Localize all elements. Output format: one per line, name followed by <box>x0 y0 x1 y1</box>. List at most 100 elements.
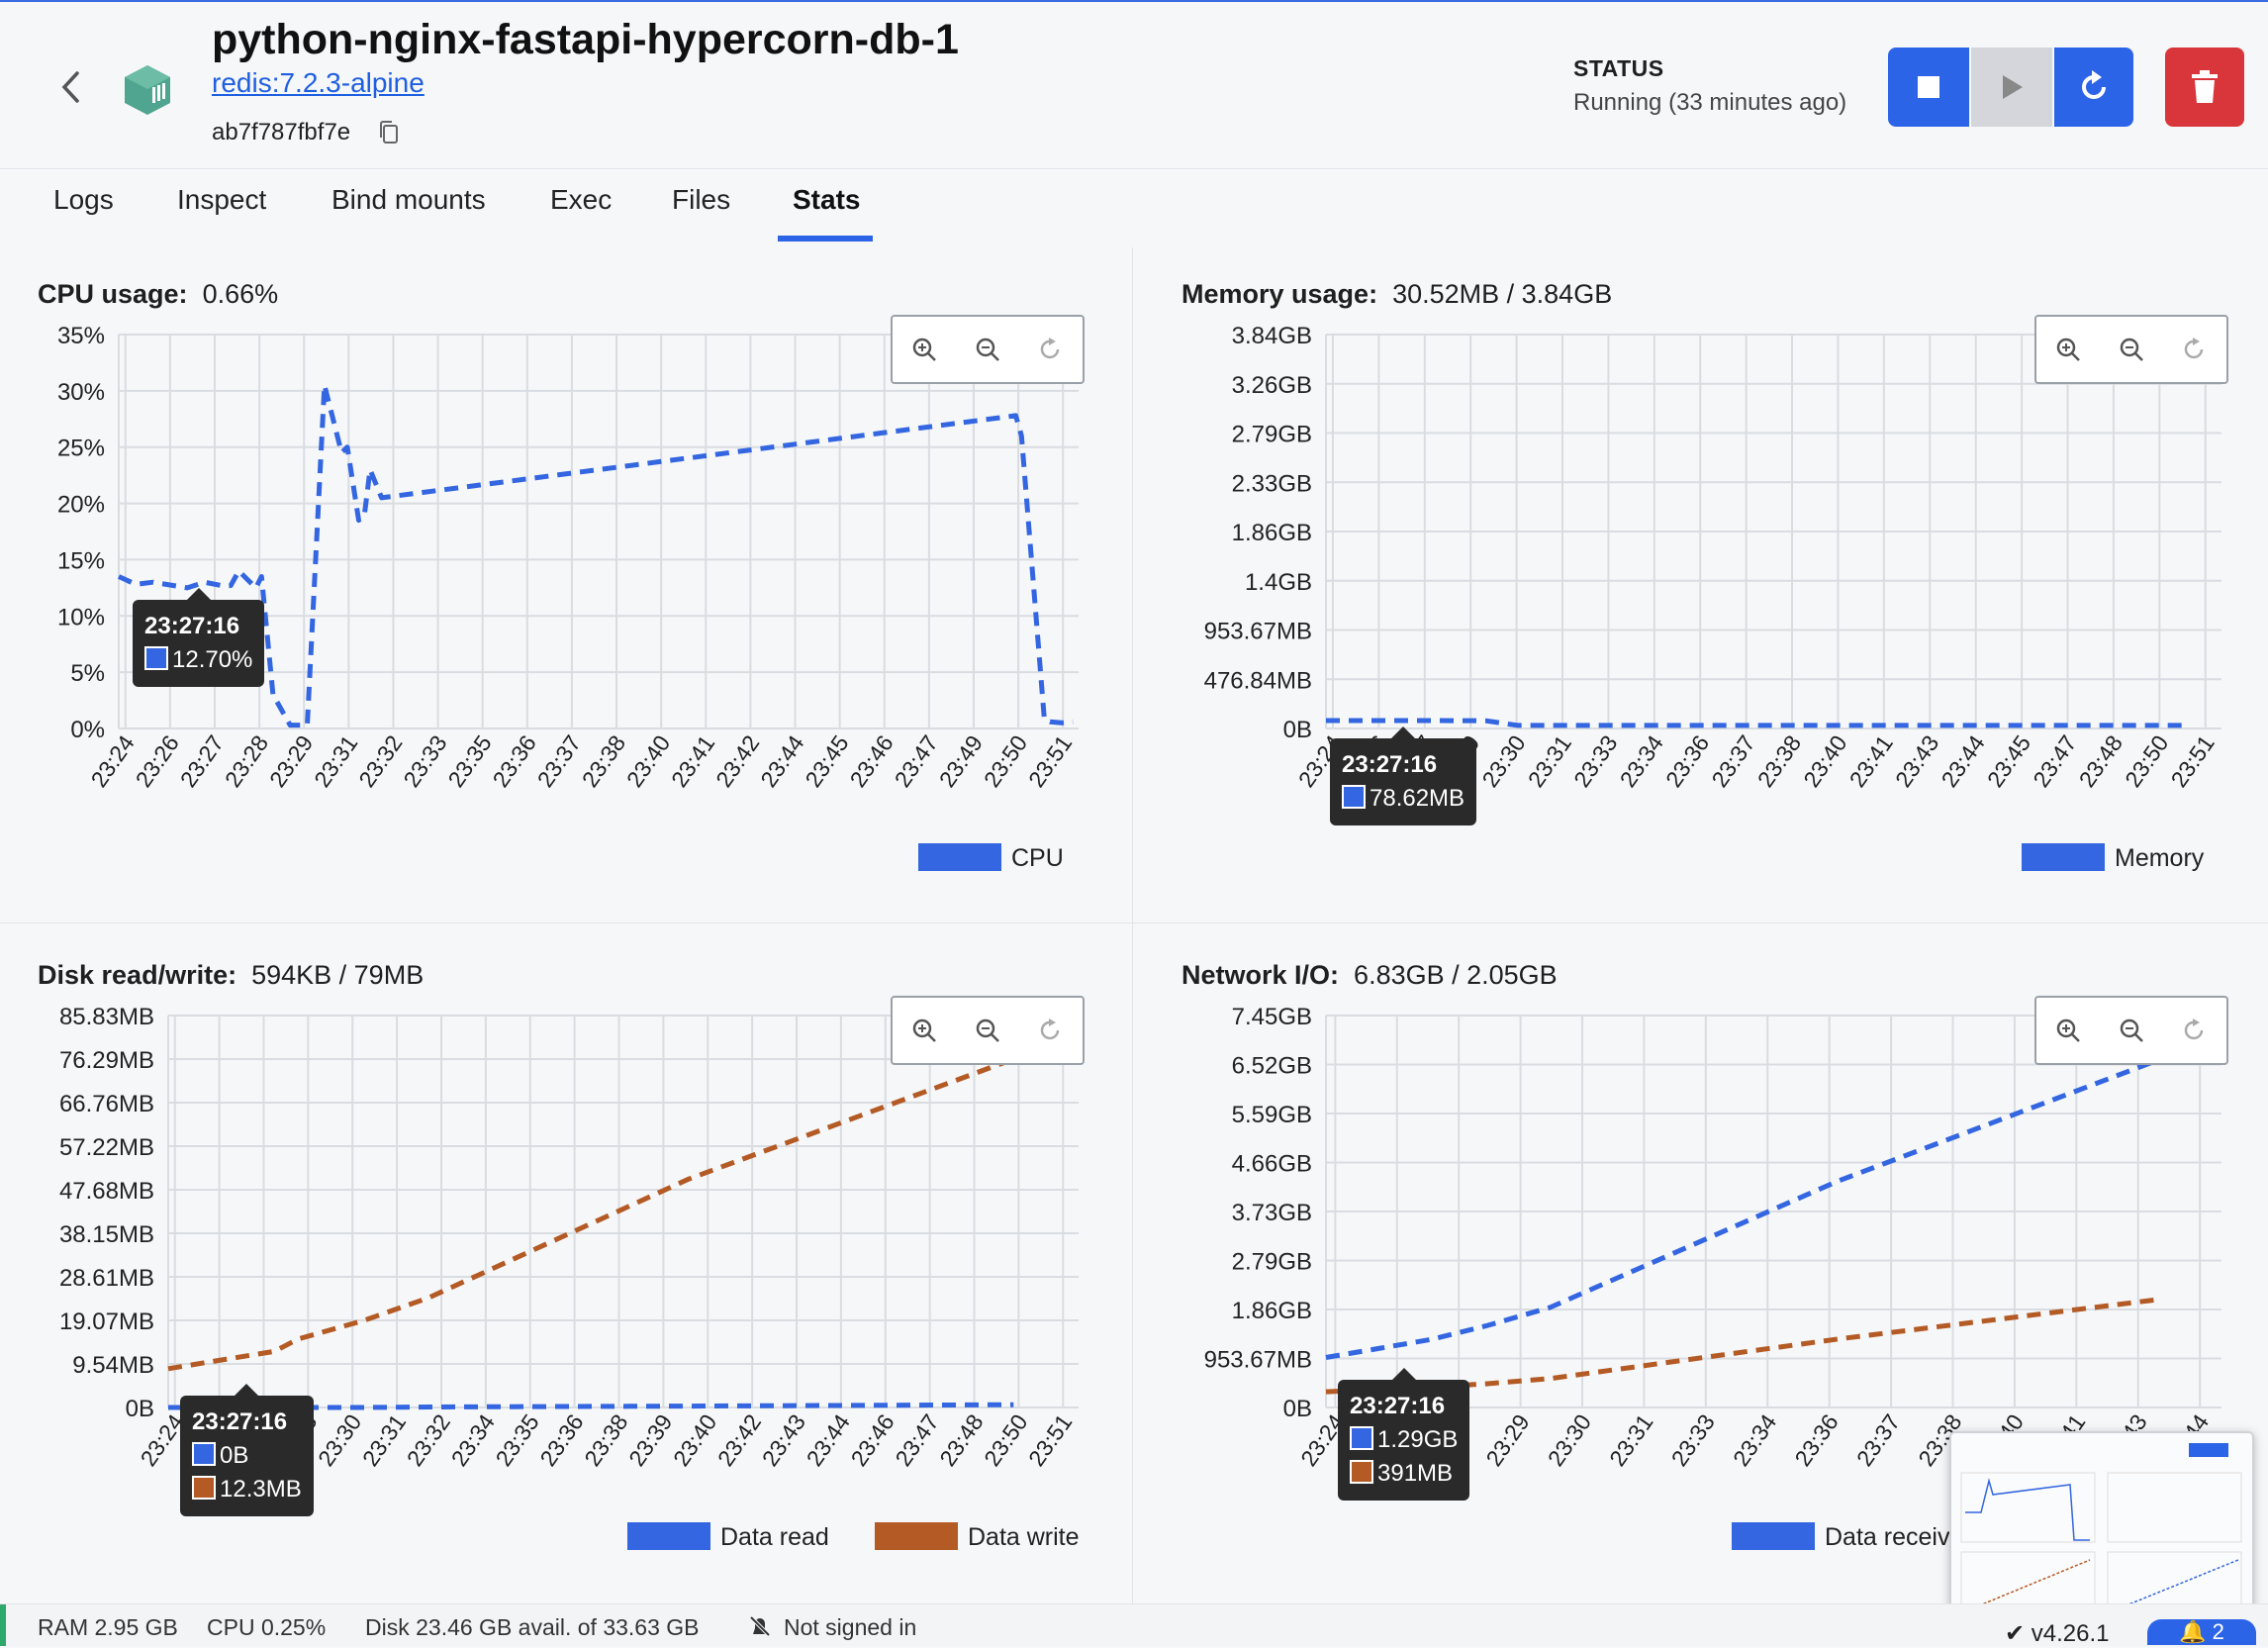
x-tick-label: 23:28 <box>220 730 273 792</box>
y-tick-label: 6.52GB <box>1232 1053 1312 1080</box>
zoom-out-icon[interactable] <box>2112 1011 2151 1050</box>
legend-swatch <box>1732 1522 1815 1550</box>
tab-inspect[interactable]: Inspect <box>177 184 267 215</box>
x-tick-label: 23:35 <box>491 1409 544 1471</box>
legend-label: Memory <box>2115 844 2205 872</box>
tooltip-value: 78.62MB <box>1370 785 1465 812</box>
x-tick-label: 23:31 <box>1604 1409 1657 1471</box>
x-tick-label: 23:50 <box>979 1409 1032 1471</box>
tab-logs[interactable]: Logs <box>53 184 114 215</box>
stop-icon <box>1918 76 1939 98</box>
y-tick-label: 1.86GB <box>1232 1298 1312 1324</box>
x-tick-label: 23:48 <box>934 1409 988 1471</box>
delete-button[interactable] <box>2165 48 2244 127</box>
container-id: ab7f787fbf7e <box>212 119 351 145</box>
container-icon <box>125 65 170 115</box>
notifications-button[interactable]: 🔔 2 <box>2147 1619 2256 1645</box>
x-tick-label: 23:32 <box>353 730 407 792</box>
cpu-zoom-controls <box>891 315 1085 384</box>
zoom-in-icon[interactable] <box>904 1011 944 1050</box>
back-button[interactable] <box>55 67 85 107</box>
y-tick-label: 85.83MB <box>59 1004 154 1030</box>
image-link[interactable]: redis:7.2.3-alpine <box>212 67 425 98</box>
status-label: STATUS <box>1573 55 1664 81</box>
x-tick-label: 23:50 <box>2120 730 2173 792</box>
legend-swatch <box>875 1522 958 1550</box>
zoom-out-icon[interactable] <box>968 1011 1007 1050</box>
x-tick-label: 23:38 <box>577 730 630 792</box>
reset-zoom-icon[interactable] <box>2175 1011 2215 1050</box>
stop-button[interactable] <box>1888 48 1969 127</box>
legend-label: CPU <box>1011 844 1064 872</box>
tooltip-time: 23:27:16 <box>192 1408 288 1435</box>
status-value: Running (33 minutes ago) <box>1573 89 1847 116</box>
x-tick-label: 23:33 <box>398 730 451 792</box>
x-tick-label: 23:47 <box>2028 730 2081 792</box>
tooltip-swatch <box>192 1476 216 1500</box>
x-tick-label: 23:42 <box>712 1409 766 1471</box>
tab-bind-mounts[interactable]: Bind mounts <box>331 184 486 215</box>
restart-icon <box>2082 70 2106 99</box>
x-tick-label: 23:46 <box>845 730 898 792</box>
zoom-out-icon[interactable] <box>968 330 1007 369</box>
x-tick-label: 23:49 <box>934 730 988 792</box>
play-icon <box>2003 75 2023 99</box>
tooltip-swatch <box>1342 785 1366 809</box>
x-tick-label: 23:36 <box>534 1409 588 1471</box>
zoom-out-icon[interactable] <box>2112 330 2151 369</box>
x-tick-label: 23:38 <box>579 1409 632 1471</box>
x-tick-label: 23:41 <box>1844 730 1898 792</box>
x-tick-label: 23:37 <box>532 730 586 792</box>
tooltip-value: 1.29GB <box>1377 1426 1459 1453</box>
legend-swatch <box>2022 843 2105 871</box>
network-zoom-controls <box>2034 996 2228 1065</box>
tab-files[interactable]: Files <box>672 184 731 215</box>
reset-zoom-icon[interactable] <box>1031 330 1071 369</box>
tab-exec[interactable]: Exec <box>550 184 613 215</box>
x-tick-label: 23:45 <box>1982 730 2035 792</box>
y-tick-label: 5.59GB <box>1232 1102 1312 1128</box>
series-line-series-2 <box>1325 1297 2158 1395</box>
tooltip-value: 0B <box>220 1442 249 1469</box>
zoom-in-icon[interactable] <box>2048 330 2088 369</box>
x-tick-label: 23:30 <box>313 1409 366 1471</box>
cpu-chart: 35%30%25%20%15%10%5%0%23:2423:2623:2723:… <box>57 323 1079 872</box>
copy-icon[interactable] <box>378 120 400 145</box>
tab-stats[interactable]: Stats <box>793 184 861 215</box>
x-tick-label: 23:33 <box>1568 730 1622 792</box>
app-version: ✔ v4.26.1 <box>2005 1620 2110 1647</box>
y-tick-label: 76.29MB <box>59 1047 154 1074</box>
x-tick-label: 23:51 <box>1023 1409 1077 1471</box>
engine-status-indicator <box>0 1604 6 1646</box>
zoom-in-icon[interactable] <box>904 330 944 369</box>
tooltip-swatch <box>192 1442 216 1466</box>
start-button[interactable] <box>1971 48 2052 127</box>
ram-usage: RAM 2.95 GB <box>38 1614 178 1640</box>
bell-icon: 🔔 <box>2179 1619 2207 1644</box>
zoom-in-icon[interactable] <box>2048 1011 2088 1050</box>
x-tick-label: 23:36 <box>1660 730 1714 792</box>
y-tick-label: 28.61MB <box>59 1265 154 1292</box>
y-tick-label: 25% <box>57 436 105 462</box>
series-line-data-receiv <box>1325 1057 2159 1360</box>
sign-in-status[interactable]: Not signed in <box>784 1614 917 1640</box>
notification-count: 2 <box>2212 1619 2224 1644</box>
y-tick-label: 5% <box>70 660 105 687</box>
memory-chart: 3.84GB 3.26GB 2.79GB 2.33GB 1.86GB 1.4GB 953.6… <box>1204 323 2221 872</box>
y-tick-label: 3.73GB <box>1232 1200 1312 1226</box>
x-tick-label: 23:31 <box>309 730 362 792</box>
x-tick-label: 23:31 <box>1523 730 1576 792</box>
y-tick-label: 38.15MB <box>59 1221 154 1248</box>
restart-button[interactable] <box>2054 48 2133 127</box>
x-tick-label: 23:32 <box>402 1409 455 1471</box>
disk-tooltip: 23:27:16 0B 12.3MB <box>180 1384 314 1516</box>
top-accent-line <box>0 0 2268 2</box>
reset-zoom-icon[interactable] <box>1031 1011 1071 1050</box>
x-tick-label: 23:43 <box>757 1409 810 1471</box>
reset-zoom-icon[interactable] <box>2175 330 2215 369</box>
memory-title: Memory usage: 30.52MB / 3.84GB <box>1181 279 1613 309</box>
active-tab-indicator <box>778 236 873 242</box>
legend-swatch <box>918 843 1001 871</box>
y-tick-label: 3.84GB <box>1232 323 1312 349</box>
screenshot-thumbnail[interactable] <box>1949 1431 2254 1633</box>
